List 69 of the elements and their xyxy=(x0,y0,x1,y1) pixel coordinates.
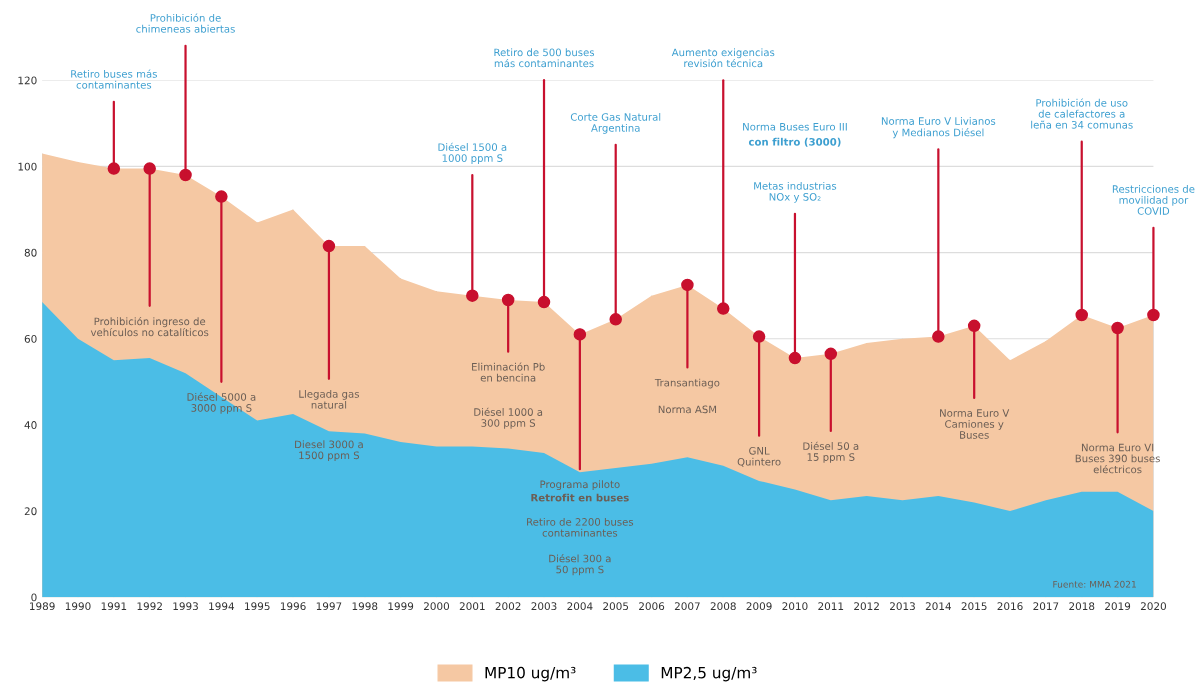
x-tick-label: 2019 xyxy=(1105,602,1131,611)
y-tick-label: 40 xyxy=(24,421,37,429)
annotation: Diésel 300 a 50 ppm S xyxy=(549,554,611,576)
y-tick-label: 80 xyxy=(24,248,37,257)
annotation: Corte Gas Natural Argentina xyxy=(570,112,661,134)
x-tick-label: 1994 xyxy=(209,602,235,611)
x-tick-label: 1990 xyxy=(65,602,91,611)
annotation: Prohibición de uso de calefactores a leña en 34 comunas xyxy=(1031,98,1133,129)
annotation: Diésel 50 a 15 ppm S xyxy=(803,441,859,463)
x-tick-label: 1991 xyxy=(101,602,127,611)
annotation: Retiro de 2200 buses contaminantes xyxy=(527,517,634,537)
x-tick-label: 1997 xyxy=(316,602,342,611)
x-tick-label: 2000 xyxy=(423,602,450,611)
x-tick-label: 2012 xyxy=(854,602,879,611)
legend-label: MP2,5 ug/m³ xyxy=(661,666,757,682)
x-tick-label: 2008 xyxy=(710,602,736,611)
x-tick-label: 2002 xyxy=(495,602,521,611)
annotation: Retiro de 500 buses más contaminantes xyxy=(494,48,595,68)
x-tick-label: 2011 xyxy=(818,602,844,611)
annotation: Metas industrias NOx y SO₂ xyxy=(754,181,837,203)
x-tick-label: 1992 xyxy=(137,602,162,611)
annotation: Diésel 1500 a 1000 ppm S xyxy=(438,142,507,164)
y-tick-label: 60 xyxy=(24,334,37,343)
x-tick-label: 1993 xyxy=(173,602,198,611)
x-tick-label: 2015 xyxy=(961,602,987,611)
annotation: Prohibición ingreso de vehículos no catalíticos xyxy=(90,316,209,337)
annotation: Transantiago xyxy=(654,378,720,389)
annotation: Norma Buses Euro III xyxy=(743,123,847,131)
x-tick-label: 2017 xyxy=(1033,602,1059,611)
y-tick-label: 120 xyxy=(18,76,37,85)
x-tick-label: 1996 xyxy=(280,602,306,611)
y-tick-label: 0 xyxy=(31,593,37,602)
annotation: GNL Quintero xyxy=(737,446,781,467)
x-tick-label: 2005 xyxy=(603,602,629,611)
x-tick-label: 1998 xyxy=(352,602,378,611)
legend-label: MP10 ug/m³ xyxy=(485,666,576,682)
annotation: Restricciones de movilidad por COVID xyxy=(1112,185,1195,215)
x-tick-label: 1995 xyxy=(245,602,270,611)
annotation: Eliminación Pb en bencina xyxy=(472,362,545,382)
x-tick-label: 2013 xyxy=(890,602,915,611)
annotation: con filtro (3000) xyxy=(748,137,841,147)
y-tick-label: 20 xyxy=(24,507,37,516)
y-tick-label: 100 xyxy=(18,162,37,171)
x-tick-label: 2016 xyxy=(997,602,1023,611)
annotation: Prohibición de chimeneas abiertas xyxy=(136,13,235,33)
x-tick-label: 2010 xyxy=(782,602,808,611)
x-tick-label: 2003 xyxy=(531,602,557,611)
x-tick-label: 2007 xyxy=(674,602,700,611)
annotation: Diesel 3000 a 1500 ppm S xyxy=(295,440,363,462)
annotation: Norma Euro V Camiones y Buses xyxy=(940,409,1010,439)
annotation: Fuente: MMA 2021 xyxy=(1053,580,1136,588)
x-tick-label: 2018 xyxy=(1069,602,1095,611)
x-tick-label: 2004 xyxy=(567,602,593,611)
x-tick-label: 1999 xyxy=(388,602,414,611)
x-tick-label: 2006 xyxy=(639,602,665,611)
annotation: Retrofit en buses xyxy=(531,493,629,502)
annotation: Llegada gas natural xyxy=(299,389,360,409)
x-tick-label: 1989 xyxy=(30,602,55,611)
x-tick-label: 2014 xyxy=(925,602,952,611)
annotation: Aumento exigencias revisión técnica xyxy=(671,48,775,68)
annotation: Retiro buses más contaminantes xyxy=(71,69,157,89)
annotation: Norma Euro V Livianos y Medianos Diésel xyxy=(881,117,996,139)
annotation: Diésel 5000 a 3000 ppm S xyxy=(187,392,256,414)
annotation: Programa piloto xyxy=(540,480,620,491)
x-tick-label: 2009 xyxy=(746,602,772,611)
x-tick-label: 2020 xyxy=(1140,602,1166,611)
annotation: Diésel 1000 a 300 ppm S xyxy=(474,407,543,429)
annotation: Norma ASM xyxy=(658,405,717,414)
x-tick-label: 2001 xyxy=(459,602,485,611)
